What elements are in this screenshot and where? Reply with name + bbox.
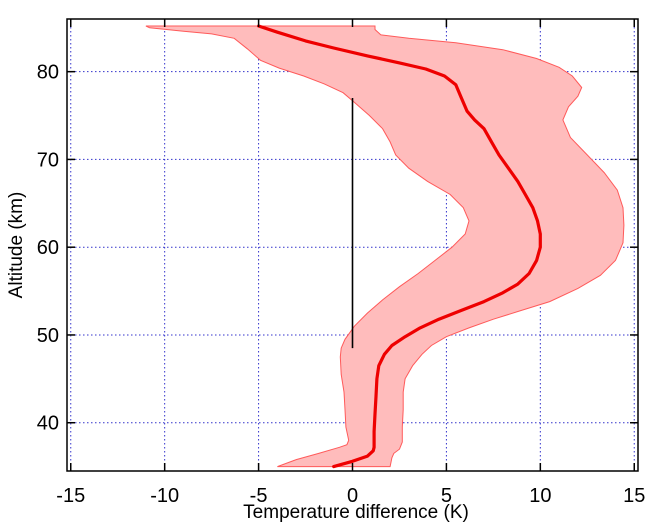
y-tick-label: 70 [37, 149, 59, 171]
x-tick-label: 10 [529, 485, 551, 507]
band-layer [145, 25, 625, 468]
x-tick-label: -10 [150, 485, 179, 507]
uncertainty-band [145, 25, 625, 468]
tick-labels-layer: -15 -10 -5 0 5 10 15 40 50 60 70 80 [37, 62, 646, 507]
mean-line [257, 24, 542, 469]
mean-layer [257, 24, 542, 469]
x-tick-label: 0 [347, 485, 358, 507]
x-axis-label: Temperature difference (K) [243, 502, 469, 523]
y-tick-label: 80 [37, 62, 59, 84]
x-tick-label: -15 [56, 485, 85, 507]
x-tick-label: 15 [623, 485, 645, 507]
y-axis-label: Altitude (km) [6, 192, 27, 299]
y-tick-label: 40 [37, 413, 59, 435]
x-tick-label: 5 [441, 485, 452, 507]
ticks-layer [67, 19, 638, 471]
y-tick-label: 50 [37, 325, 59, 347]
x-tick-label: -5 [250, 485, 268, 507]
y-tick-label: 60 [37, 237, 59, 259]
